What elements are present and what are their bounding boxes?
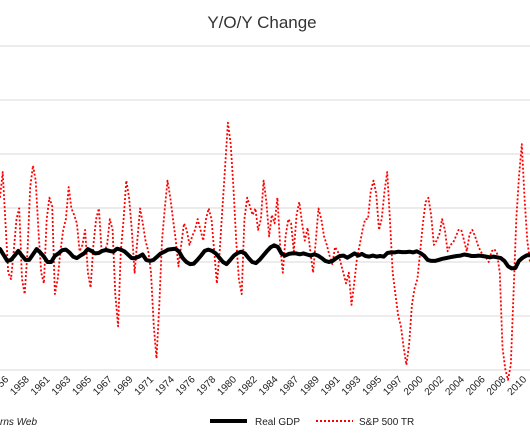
x-tick-label: 1965 — [71, 374, 95, 398]
x-tick-label: 1978 — [195, 374, 219, 398]
x-tick-label: 2002 — [423, 374, 447, 398]
x-tick-label: 1984 — [257, 374, 281, 398]
x-tick-label: 1958 — [8, 374, 32, 398]
x-tick-label: 2004 — [443, 374, 467, 398]
source-note: rns Web — [0, 417, 37, 428]
x-tick-label: 1987 — [278, 374, 302, 398]
series-line-real-gdp — [0, 243, 530, 271]
x-tick-label: 1956 — [0, 374, 11, 398]
x-tick-label: 1969 — [112, 374, 136, 398]
x-tick-label: 1993 — [340, 374, 364, 398]
gridlines — [0, 45, 530, 371]
x-tick-label: 1982 — [236, 374, 260, 398]
x-tick-label: 1995 — [361, 374, 385, 398]
x-tick-label: 1991 — [319, 374, 343, 398]
x-tick-label: 1989 — [298, 374, 322, 398]
x-tick-label: 1961 — [29, 374, 53, 398]
x-tick-label: 1963 — [50, 374, 74, 398]
legend: Real GDP S&P 500 TR — [210, 417, 414, 428]
x-tick-label: 2006 — [464, 374, 488, 398]
x-axis-ticks: 1956195819611963196519671969197119741976… — [0, 374, 529, 398]
legend-real-gdp-label: Real GDP — [255, 417, 300, 428]
x-tick-label: 2010 — [506, 374, 530, 398]
chart-title: Y/O/Y Change — [207, 13, 316, 32]
series-line-sp500-tr — [0, 121, 530, 381]
x-tick-label: 1980 — [216, 374, 240, 398]
x-tick-label: 1967 — [91, 374, 115, 398]
x-tick-label: 1974 — [153, 374, 177, 398]
x-tick-label: 1976 — [174, 374, 198, 398]
x-tick-label: 1997 — [381, 374, 405, 398]
x-tick-label: 2000 — [402, 374, 426, 398]
x-tick-label: 1971 — [133, 374, 157, 398]
x-tick-label: 2008 — [485, 374, 509, 398]
series-layer — [0, 121, 530, 381]
legend-sp500-label: S&P 500 TR — [359, 417, 414, 428]
